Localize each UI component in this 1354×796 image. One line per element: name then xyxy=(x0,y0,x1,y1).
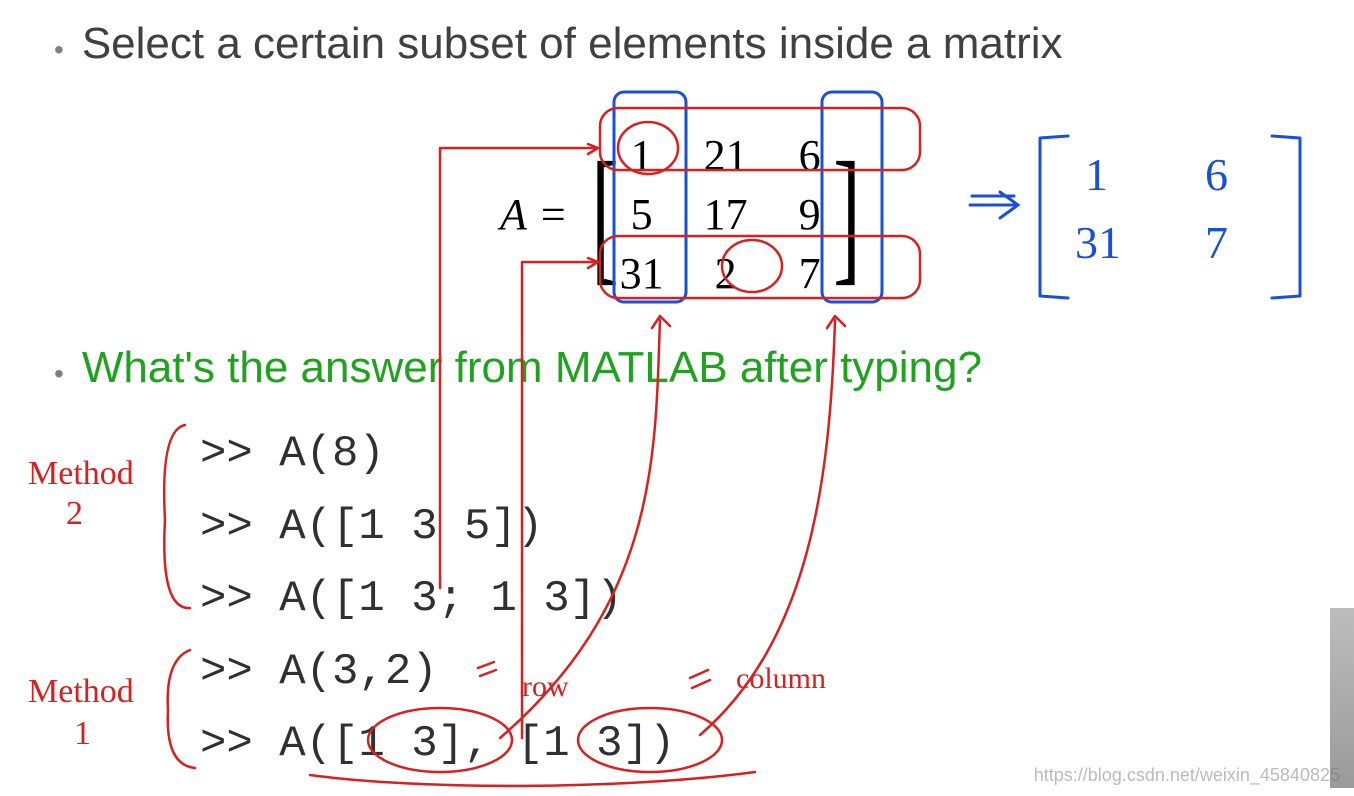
m-cell: 5 xyxy=(618,189,666,240)
code-line: >> A([1 3], [1 3]) xyxy=(200,719,675,769)
hand-cell: 1 xyxy=(1085,149,1108,200)
code-line: >> A([1 3 5]) xyxy=(200,502,543,552)
m-cell: 6 xyxy=(786,130,834,181)
question-text: What's the answer from MATLAB after typi… xyxy=(82,342,982,395)
m-cell: 7 xyxy=(786,248,834,299)
m-cell: 2 xyxy=(702,248,750,299)
m-cell: 9 xyxy=(786,189,834,240)
code-block: >> A(8) >> A([1 3 5]) >> A([1 3; 1 3]) >… xyxy=(200,418,675,781)
hand-result: 1 6 31 7 xyxy=(1075,149,1228,268)
hand-cell: 7 xyxy=(1205,217,1228,268)
m-cell: 21 xyxy=(702,130,750,181)
hand-label-method1a: Method xyxy=(28,673,134,710)
left-bracket-icon: [ xyxy=(591,140,618,290)
hand-label-method1b: 1 xyxy=(74,715,91,752)
right-bracket-icon: ] xyxy=(833,140,860,290)
hand-label-column: column xyxy=(736,662,826,695)
watermark-text: https://blog.csdn.net/weixin_45840825 xyxy=(1034,765,1340,786)
hand-cell: 31 xyxy=(1075,217,1121,268)
matrix-eq: = xyxy=(541,189,566,240)
title-text: Select a certain subset of elements insi… xyxy=(82,18,1063,71)
code-line: >> A(8) xyxy=(200,429,385,479)
code-line: >> A([1 3; 1 3]) xyxy=(200,574,622,624)
matrix-grid: 1 21 6 5 17 9 31 2 7 xyxy=(618,130,834,299)
code-line: >> A(3,2) xyxy=(200,647,438,697)
title-bullet: • Select a certain subset of elements in… xyxy=(54,18,1063,71)
m-cell: 17 xyxy=(702,189,750,240)
hand-label-method2a: Method xyxy=(28,455,134,492)
question-bullet: • What's the answer from MATLAB after ty… xyxy=(54,342,982,395)
bullet-dot-icon: • xyxy=(54,36,64,64)
m-cell: 1 xyxy=(618,130,666,181)
hand-label-method2b: 2 xyxy=(66,495,83,532)
matrix-definition: A = [ 1 21 6 5 17 9 31 2 7 ] xyxy=(500,130,872,299)
side-thumbnail-strip xyxy=(1330,608,1354,788)
m-cell: 31 xyxy=(618,248,666,299)
bullet-dot-icon: • xyxy=(54,360,64,388)
hand-cell: 6 xyxy=(1205,149,1228,200)
matrix-name: A xyxy=(500,189,527,240)
